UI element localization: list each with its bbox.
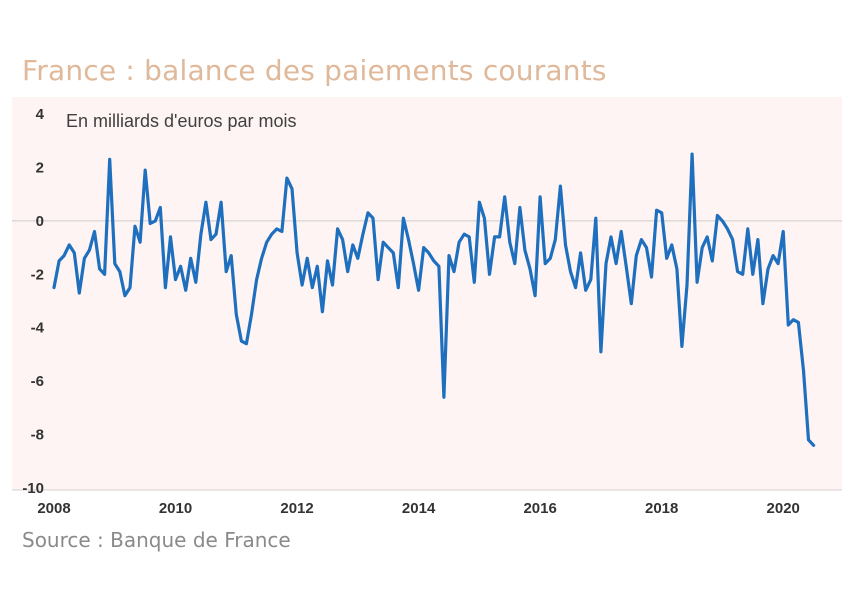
x-tick-label: 2014 (402, 500, 436, 517)
x-tick-label: 2020 (767, 500, 800, 517)
plot-background (12, 97, 842, 490)
y-tick-label: -10 (22, 480, 44, 497)
y-tick-label: 2 (36, 159, 44, 176)
x-tick-label: 2010 (159, 500, 192, 517)
chart-title: France : balance des paiements courants (22, 54, 607, 87)
x-tick-label: 2018 (645, 500, 678, 517)
series-line (52, 152, 816, 447)
y-tick-label: -6 (31, 373, 44, 390)
source-note: Source : Banque de France (22, 528, 291, 552)
unit-label: En milliards d'euros par mois (66, 111, 297, 131)
x-tick-label: 2016 (523, 500, 556, 517)
y-tick-label: 4 (36, 106, 45, 123)
y-tick-label: -8 (31, 427, 44, 444)
y-tick-label: -2 (31, 266, 44, 283)
x-tick-label: 2012 (280, 500, 313, 517)
y-axis-ticks: 4 2 0 -2 -4 -6 -8 -10 (22, 106, 44, 497)
y-tick-label: 0 (36, 213, 44, 230)
y-tick-label: -4 (31, 320, 45, 337)
x-tick-label: 2008 (37, 500, 70, 517)
x-axis-ticks: 2008 2010 2012 2014 2016 2018 2020 (37, 500, 800, 517)
